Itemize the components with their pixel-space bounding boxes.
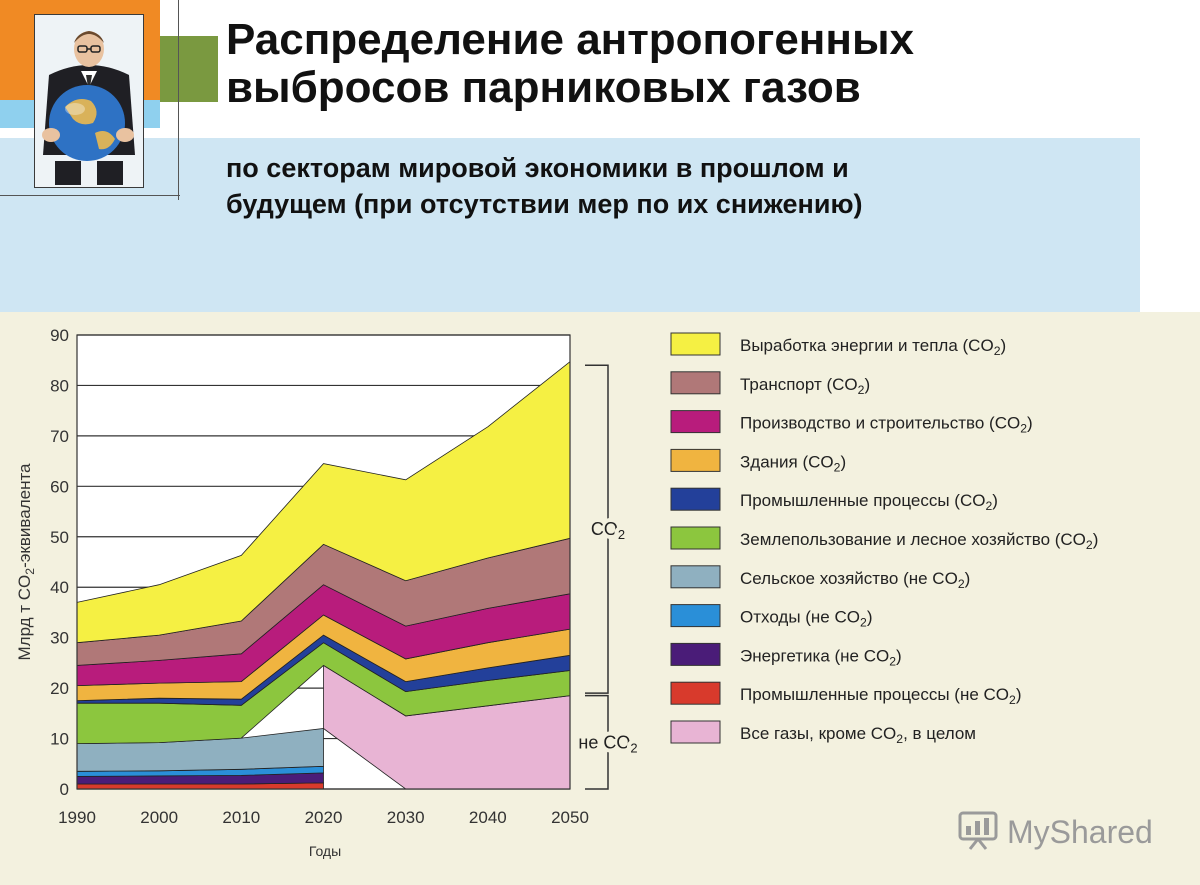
x-tick-label: 2000 <box>140 808 178 827</box>
legend-label: Землепользование и лесное хозяйство (CO2… <box>740 530 1098 552</box>
plot-border <box>76 334 571 790</box>
legend-swatch <box>670 642 721 666</box>
bracket-label: не CO2 <box>578 732 637 755</box>
y-axis-label: Млрд т CO2-эквивалента <box>15 463 37 661</box>
x-tick-label: 2030 <box>387 808 425 827</box>
legend-swatch <box>670 487 721 511</box>
y-tick-label: 0 <box>60 780 69 799</box>
man-holding-globe-icon <box>35 15 143 187</box>
legend-label: Транспорт (CO2) <box>740 375 870 397</box>
legend-label: Сельское хозяйство (не CO2) <box>740 569 970 591</box>
legend-swatch <box>670 371 721 395</box>
y-tick-label: 70 <box>50 427 69 446</box>
y-tick-label: 80 <box>50 376 69 395</box>
bracket <box>585 694 609 790</box>
legend-label: Промышленные процессы (CO2) <box>740 491 998 513</box>
decor-horizontal-line <box>0 195 180 196</box>
legend-label: Промышленные процессы (не CO2) <box>740 685 1022 707</box>
x-axis-label: Годы <box>309 843 341 859</box>
legend-swatch <box>670 720 721 744</box>
x-tick-label: 2050 <box>551 808 589 827</box>
x-tick-label: 1990 <box>58 808 96 827</box>
y-tick-label: 60 <box>50 477 69 496</box>
legend-label: Выработка энергии и тепла (CO2) <box>740 336 1006 358</box>
x-tick-label: 2020 <box>305 808 343 827</box>
legend-label: Отходы (не CO2) <box>740 608 872 630</box>
y-tick-label: 10 <box>50 730 69 749</box>
decor-vertical-line <box>178 0 179 200</box>
x-tick-label: 2040 <box>469 808 507 827</box>
y-tick-label: 40 <box>50 578 69 597</box>
legend-swatch <box>670 526 721 550</box>
legend-swatch <box>670 448 721 472</box>
y-tick-label: 90 <box>50 326 69 345</box>
bracket-label: CO2 <box>591 519 625 542</box>
header-blue-band <box>0 138 1140 312</box>
legend-label: Энергетика (не CO2) <box>740 646 902 668</box>
legend-swatch <box>670 410 721 434</box>
presenter-photo <box>34 14 144 188</box>
legend-label: Здания (CO2) <box>740 452 846 474</box>
myshared-logo <box>958 811 998 850</box>
decor-green-block <box>160 36 218 102</box>
bracket <box>585 364 609 694</box>
y-tick-label: 20 <box>50 679 69 698</box>
legend-swatch <box>670 332 721 356</box>
legend-swatch <box>670 565 721 589</box>
slide-subtitle: по секторам мировой экономики в прошлом … <box>226 153 863 219</box>
y-tick-label: 30 <box>50 629 69 648</box>
legend-swatch <box>670 604 721 628</box>
legend-label: Производство и строительство (CO2) <box>740 414 1033 436</box>
watermark-text: MyShared <box>1007 814 1153 850</box>
y-tick-label: 50 <box>50 528 69 547</box>
legend-swatch <box>670 681 721 705</box>
x-tick-label: 2010 <box>222 808 260 827</box>
slide-title: Распределение антропогенных выбросов пар… <box>226 15 914 112</box>
legend-label: Все газы, кроме CO2, в целом <box>740 724 976 746</box>
chart-panel: 0 10 20 30 40 50 60 70 80 90 1990 2000 2010 2020 2030 2… <box>0 312 1200 885</box>
